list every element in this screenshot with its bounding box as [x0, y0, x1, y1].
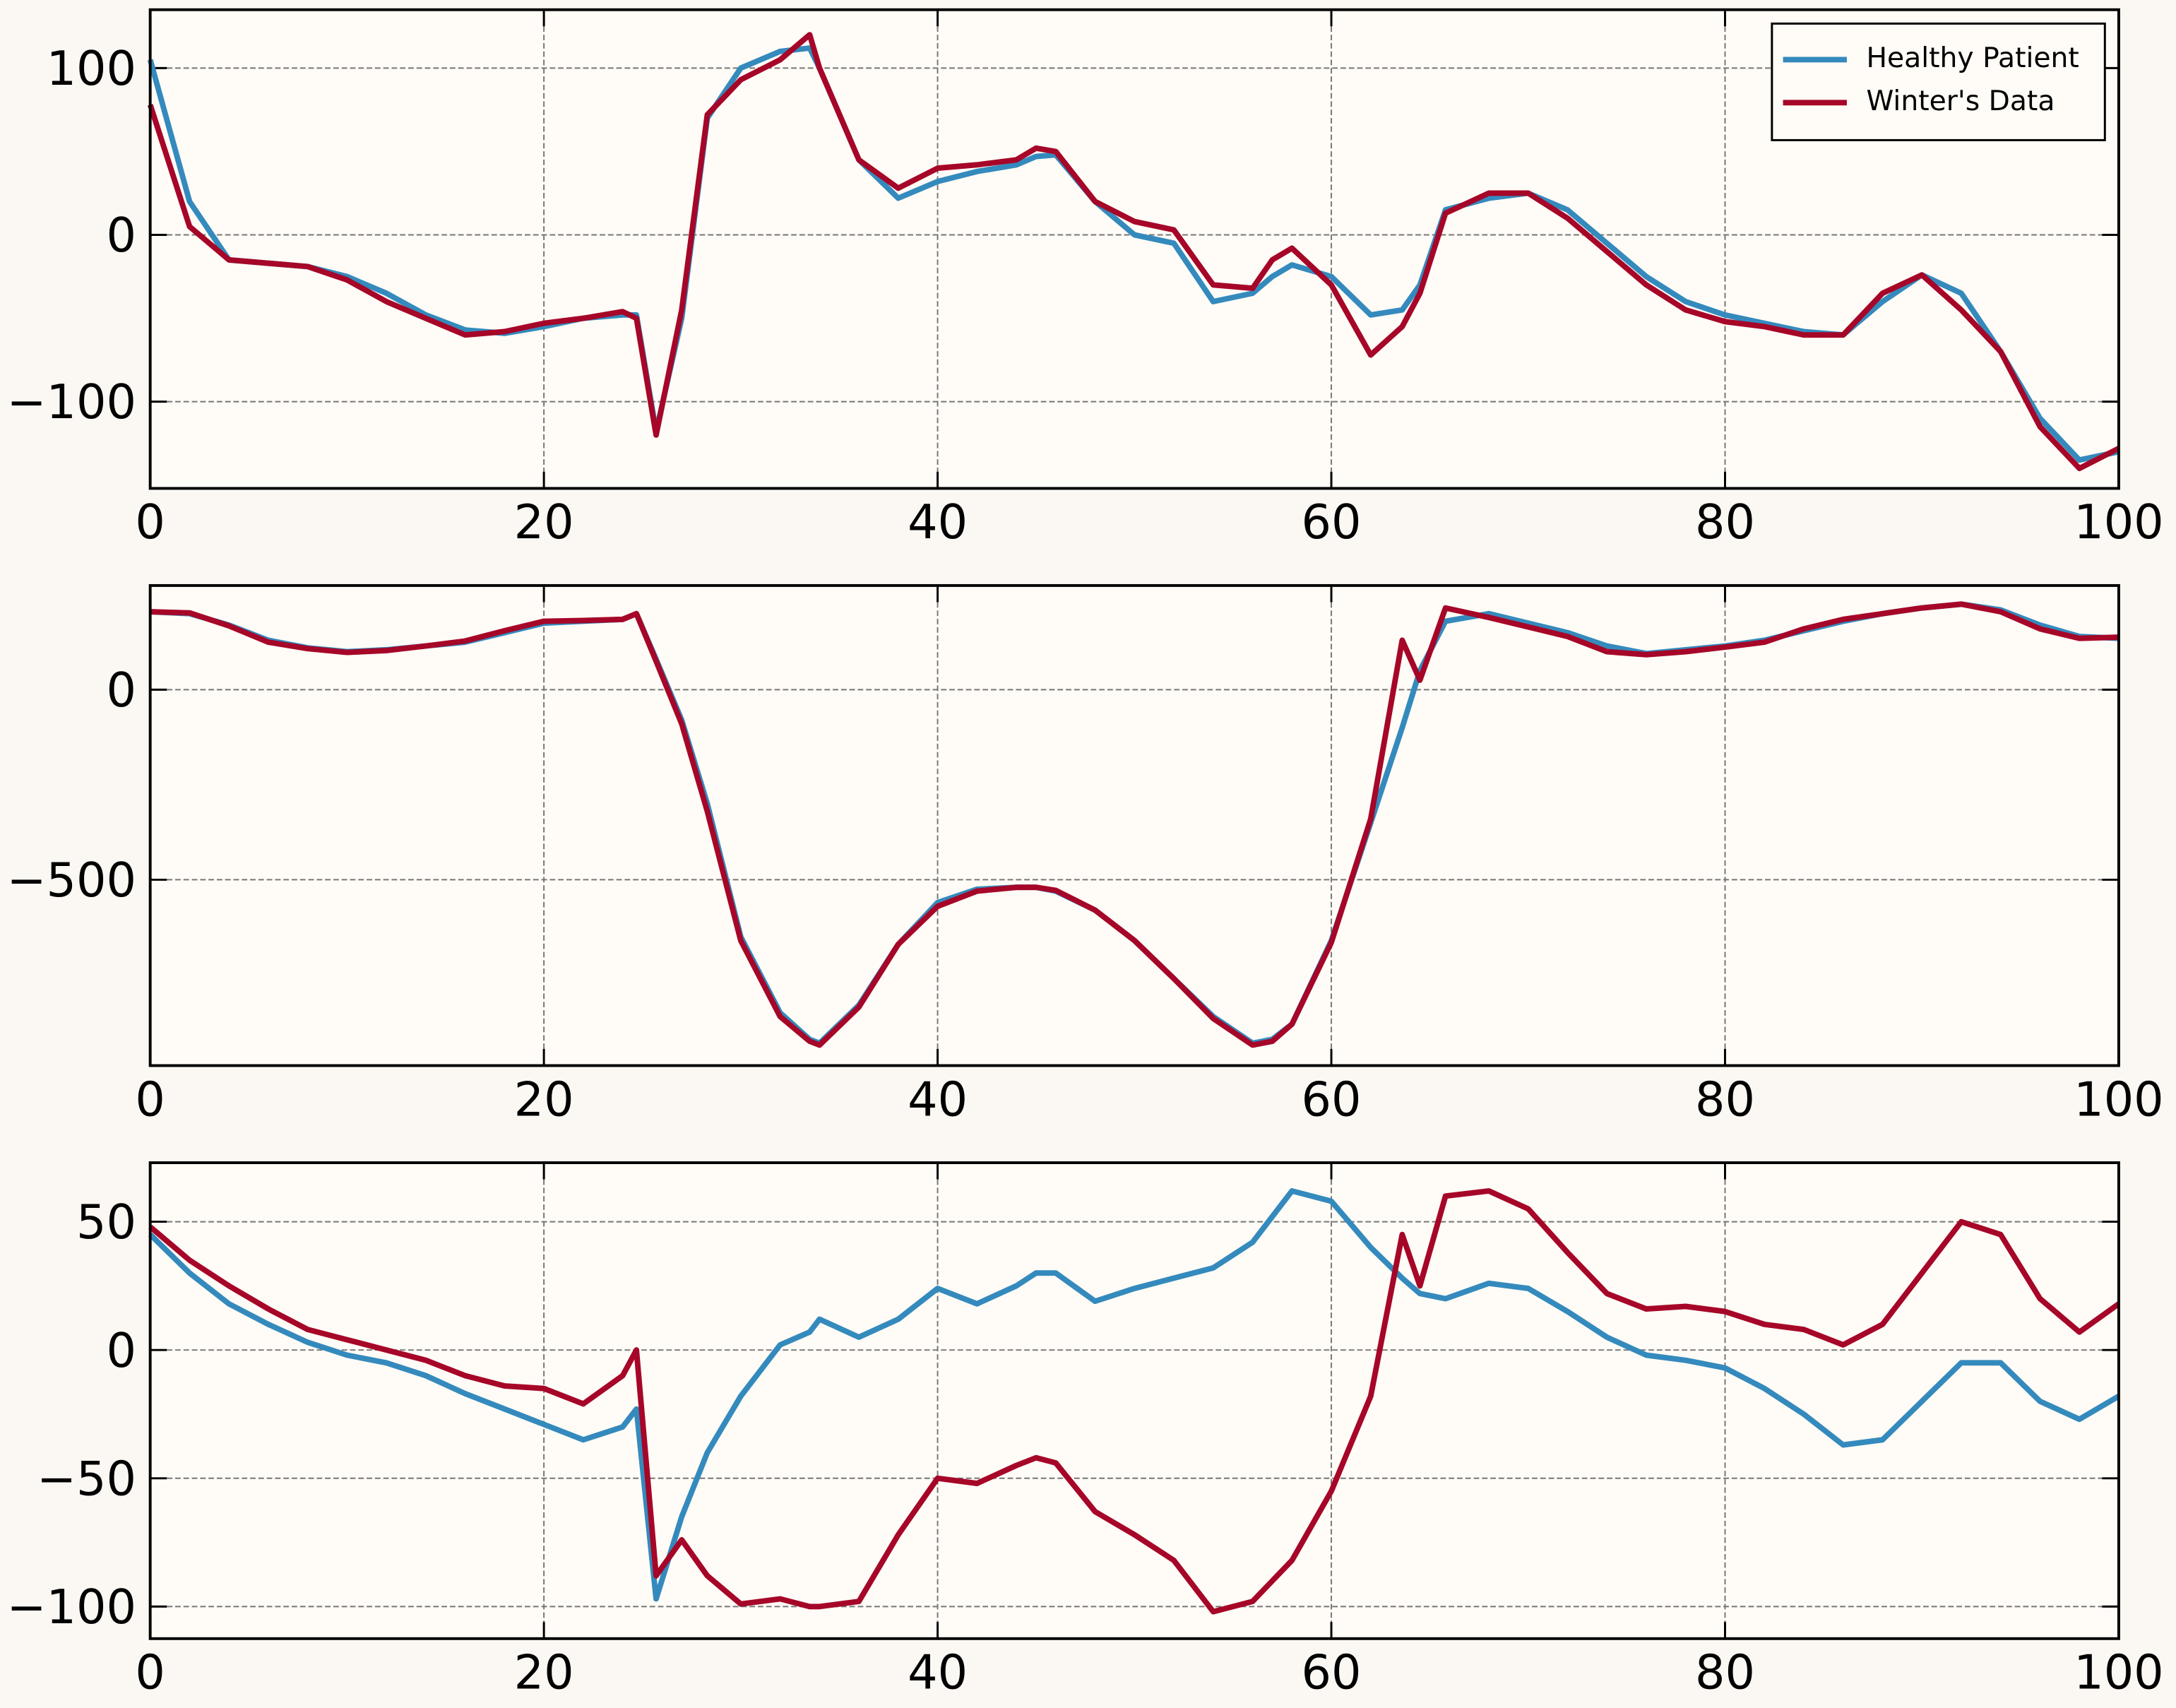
x-tick-label: 40 [908, 494, 968, 550]
legend-label: Healthy Patient [1866, 42, 2079, 74]
x-tick-label: 20 [514, 494, 574, 550]
data-line [150, 601, 2119, 1048]
y-tick-label: 50 [76, 1194, 136, 1250]
y-tick-label: 0 [107, 208, 136, 263]
x-tick-label: 40 [908, 1072, 968, 1127]
x-tick-label: 80 [1695, 1072, 1755, 1127]
axes-frame [148, 1161, 2120, 1640]
y-tick-label: −500 [7, 853, 136, 908]
x-tick-label: 100 [2074, 1072, 2163, 1127]
x-tick-label: 0 [135, 494, 165, 550]
axes-frame [148, 583, 2120, 1067]
x-tick-label: 0 [135, 1072, 165, 1127]
x-tick-label: 20 [514, 1072, 574, 1127]
x-tick-label: 40 [908, 1645, 968, 1700]
axes-frame [148, 8, 2120, 490]
x-tick-label: 100 [2074, 1645, 2163, 1700]
y-tick-label: 0 [107, 663, 136, 718]
y-tick-label: −100 [7, 1579, 136, 1635]
x-tick-label: 60 [1302, 494, 1362, 550]
plot-area [150, 1163, 2119, 1639]
x-tick-label: 20 [514, 1645, 574, 1700]
y-tick-label: 0 [107, 1323, 136, 1378]
data-line [148, 1188, 2121, 1615]
data-line [148, 1188, 2120, 1602]
subplot: 0 20 40 60 80 100 −100 0 100 Healthy Patient Winte… [7, 8, 2164, 550]
data-line [147, 32, 2120, 472]
plot-area [150, 585, 2119, 1066]
x-tick-label: 0 [135, 1645, 165, 1700]
subplot: 0 20 40 60 80 100 −100 −50 0 50 [7, 1161, 2164, 1700]
legend: Healthy Patient Winter's Data [1771, 22, 2106, 141]
x-tick-label: 100 [2074, 494, 2163, 550]
subplot: 0 20 40 60 80 100 −500 0 [7, 583, 2164, 1127]
y-tick-label: 100 [47, 41, 136, 96]
y-tick-label: −50 [37, 1451, 136, 1506]
x-tick-label: 80 [1695, 494, 1755, 550]
legend-box [1771, 22, 2106, 141]
legend-label: Winter's Data [1866, 85, 2055, 117]
x-tick-label: 60 [1302, 1645, 1362, 1700]
x-tick-label: 60 [1302, 1072, 1362, 1127]
y-tick-label: −100 [7, 374, 136, 429]
x-tick-label: 80 [1695, 1645, 1755, 1700]
